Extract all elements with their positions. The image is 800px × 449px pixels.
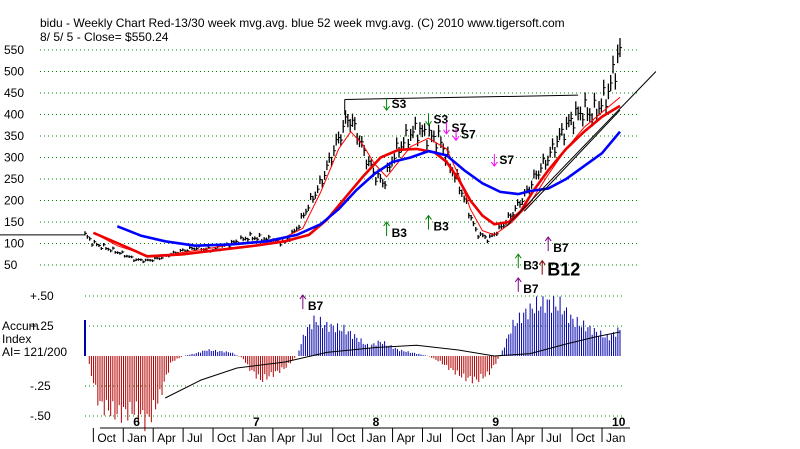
x-month-label: Oct (217, 431, 236, 445)
x-year-label: 6 (133, 415, 140, 429)
accum-tick-label: -.50 (30, 409, 51, 423)
ai-label: AI= 121/200 (2, 345, 67, 359)
signal-label: S7 (499, 153, 514, 167)
signal-arrow-head (299, 294, 307, 300)
signal-arrow-head (383, 221, 391, 227)
chart-subtitle: 8/ 5/ 5 - Close= $550.24 (40, 30, 169, 44)
x-month-label: Jan (486, 431, 505, 445)
signal-label: B3 (392, 226, 408, 240)
accum-index-label-line1: Accum (2, 319, 39, 333)
moving-average-line (93, 96, 621, 257)
x-month-label: Oct (97, 431, 116, 445)
accum-tick-label: -.25 (30, 379, 51, 393)
x-month-label: Jul (187, 431, 202, 445)
x-month-label: Jan (367, 431, 386, 445)
signal-arrow-head (514, 253, 522, 259)
price-tick-label: 100 (4, 237, 24, 251)
signal-arrow-head (544, 236, 552, 242)
x-month-label: Jan (247, 431, 266, 445)
price-tick-label: 300 (4, 151, 24, 165)
x-month-label: Jan (127, 431, 146, 445)
signal-label: S7 (451, 121, 466, 135)
trendline (523, 109, 621, 212)
price-tick-label: 200 (4, 194, 24, 208)
x-month-label: Jan (606, 431, 625, 445)
price-tick-label: 350 (4, 129, 24, 143)
signal-label: B12 (547, 260, 580, 280)
price-tick-label: 550 (4, 43, 24, 57)
x-month-label: Oct (576, 431, 595, 445)
x-month-label: Apr (277, 431, 296, 445)
signal-arrow-head (514, 277, 522, 283)
signal-arrow-head (452, 136, 460, 142)
signal-arrow-head (383, 105, 391, 112)
signal-label: S3 (392, 97, 407, 111)
signal-label: B3 (434, 220, 450, 234)
moving-average-line (116, 130, 621, 248)
accum-index-label-line2: Index (2, 332, 31, 346)
signal-label: S3 (434, 112, 449, 126)
x-year-label: 7 (253, 415, 260, 429)
x-month-label: Jul (546, 431, 561, 445)
price-tick-label: 500 (4, 65, 24, 79)
accum-moving-average (164, 331, 621, 399)
price-tick-label: 400 (4, 108, 24, 122)
x-year-label: 9 (492, 415, 499, 429)
price-tick-label: 450 (4, 86, 24, 100)
signal-arrow-head (490, 161, 498, 167)
x-year-label: 8 (373, 415, 380, 429)
signal-label: B7 (553, 241, 569, 255)
signal-label: B3 (523, 258, 539, 272)
price-tick-label: 150 (4, 215, 24, 229)
x-year-label: 10 (612, 415, 626, 429)
signal-arrow-head (425, 214, 432, 220)
x-month-label: Apr (157, 431, 176, 445)
price-tick-label: 50 (4, 258, 18, 272)
signal-arrow-head (425, 120, 432, 127)
accum-tick-label: +.25 (30, 319, 54, 333)
trendline (344, 94, 579, 100)
signal-label: B7 (308, 299, 324, 313)
x-month-label: Apr (397, 431, 416, 445)
signal-label: B7 (523, 282, 539, 296)
trendline (505, 71, 657, 227)
signal-label: S7 (461, 127, 476, 141)
accum-tick-label: +.50 (30, 289, 54, 303)
chart-title: bidu - Weekly Chart Red-13/30 week mvg.a… (40, 16, 565, 30)
moving-average-line (92, 104, 621, 258)
x-month-label: Jul (307, 431, 322, 445)
x-month-label: Apr (516, 431, 535, 445)
signal-arrow-head (443, 129, 450, 135)
x-month-label: Oct (337, 431, 356, 445)
signal-arrow-head (538, 259, 546, 265)
price-tick-label: 250 (4, 172, 24, 186)
x-month-label: Oct (456, 431, 475, 445)
x-month-label: Jul (426, 431, 441, 445)
